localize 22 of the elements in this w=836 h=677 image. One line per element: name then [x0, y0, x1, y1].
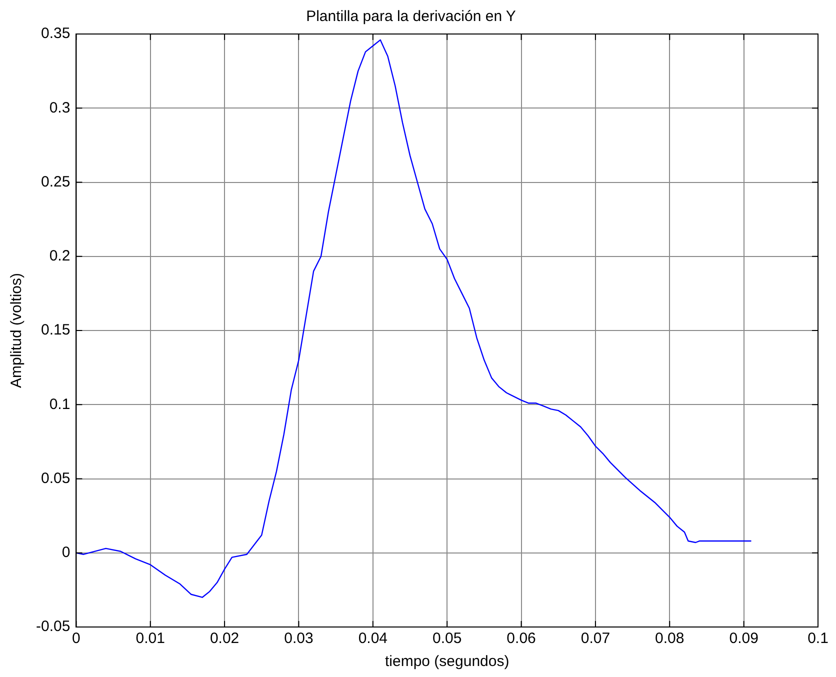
- x-tick-label: 0.03: [284, 630, 314, 648]
- x-tick-label: 0.1: [808, 630, 828, 648]
- x-tick-label: 0.07: [580, 630, 610, 648]
- x-tick-label: 0.08: [655, 630, 684, 648]
- y-tick-label: 0.1: [49, 396, 70, 413]
- y-tick-label: 0.2: [49, 248, 70, 265]
- x-axis-title: tiempo (segundos): [384, 653, 510, 670]
- x-tick-label: 0.05: [432, 630, 462, 648]
- x-tick-label: 0.02: [210, 630, 240, 648]
- y-tick-label: 0.15: [40, 322, 70, 339]
- y-tick-label: 0.3: [49, 99, 70, 116]
- y-tick-label: -0.05: [36, 618, 70, 636]
- x-tick-label: 0.09: [729, 630, 758, 648]
- y-tick-label: 0: [62, 544, 70, 562]
- y-tick-label: 0.05: [40, 470, 70, 487]
- y-axis-title: Amplitud (voltios): [8, 272, 26, 388]
- x-tick-label: 0.06: [506, 630, 536, 648]
- x-tick-label: 0.01: [136, 630, 165, 648]
- y-tick-label: 0.25: [40, 173, 70, 190]
- chart-title: Plantilla para la derivación en Y: [306, 8, 516, 26]
- x-tick-label: 0.04: [358, 630, 388, 648]
- y-tick-label: 0.35: [40, 25, 70, 42]
